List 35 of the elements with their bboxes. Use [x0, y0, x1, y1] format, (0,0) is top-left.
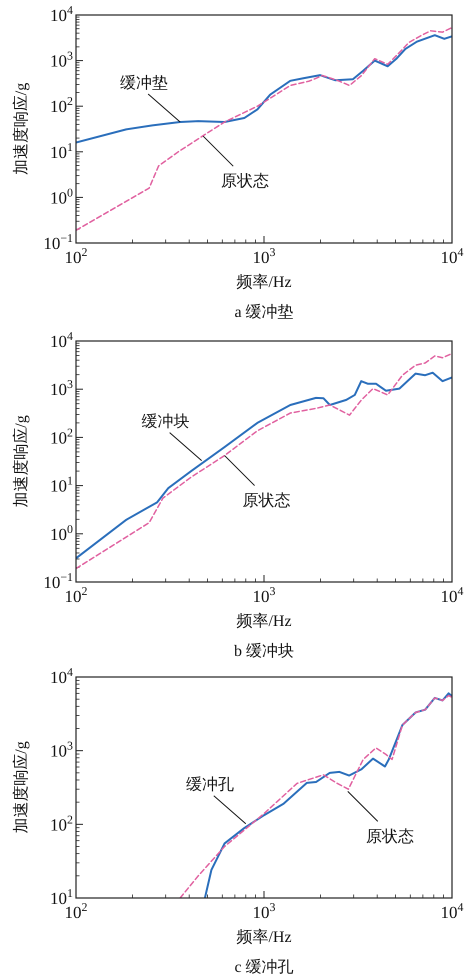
y-tick-label: 10$^{2}$ [50, 812, 74, 834]
text: b 缓冲块 [234, 642, 294, 660]
y-axis-title: 加速度响应/g [12, 415, 30, 508]
x-axis-title: 频率/Hz [236, 612, 292, 630]
x-axis-title: 频率/Hz [236, 928, 292, 946]
y-tick-label: 10$^{0}$ [50, 522, 74, 544]
text: c 缓冲孔 [234, 958, 294, 976]
annotation: 缓冲孔 [186, 776, 234, 794]
x-axis-title: 频率/Hz [236, 273, 292, 291]
annotation: 原状态 [366, 827, 414, 846]
x-tick-label: 10$^{3}$ [252, 900, 276, 922]
x-tick-label: 10$^{4}$ [440, 245, 464, 267]
x-tick-label: 10$^{4}$ [440, 584, 464, 606]
annotation: 缓冲块 [142, 412, 190, 431]
y-tick-label: 10$^{1}$ [50, 140, 74, 162]
y-tick-label: 10$^{3}$ [50, 48, 74, 71]
y-axis-title: 加速度响应/g [12, 82, 30, 176]
x-tick-label: 10$^{3}$ [252, 245, 276, 267]
y-tick-label: 10$^{1}$ [50, 886, 74, 908]
annotation: 原状态 [242, 492, 291, 510]
y-tick-label: 10$^{4}$ [50, 665, 74, 687]
annotation: 原状态 [221, 172, 270, 190]
y-tick-label: 10$^{2}$ [50, 425, 74, 448]
y-tick-label: 10$^{4}$ [50, 329, 74, 351]
y-tick-label: 10$^{3}$ [50, 377, 74, 400]
annotation: 缓冲垫 [120, 74, 168, 92]
y-tick-label: 10$^{4}$ [50, 3, 74, 25]
x-tick-label: 10$^{4}$ [440, 900, 464, 922]
y-axis-title: 加速度响应/g [12, 741, 30, 834]
y-tick-label: 10$^{2}$ [50, 94, 74, 116]
y-tick-label: 10$^{0}$ [50, 185, 74, 208]
x-tick-label: 10$^{3}$ [252, 584, 276, 606]
text: a 缓冲垫 [234, 303, 294, 321]
y-tick-label: 10$^{3}$ [50, 738, 74, 761]
y-tick-label: 10$^{1}$ [50, 474, 74, 496]
